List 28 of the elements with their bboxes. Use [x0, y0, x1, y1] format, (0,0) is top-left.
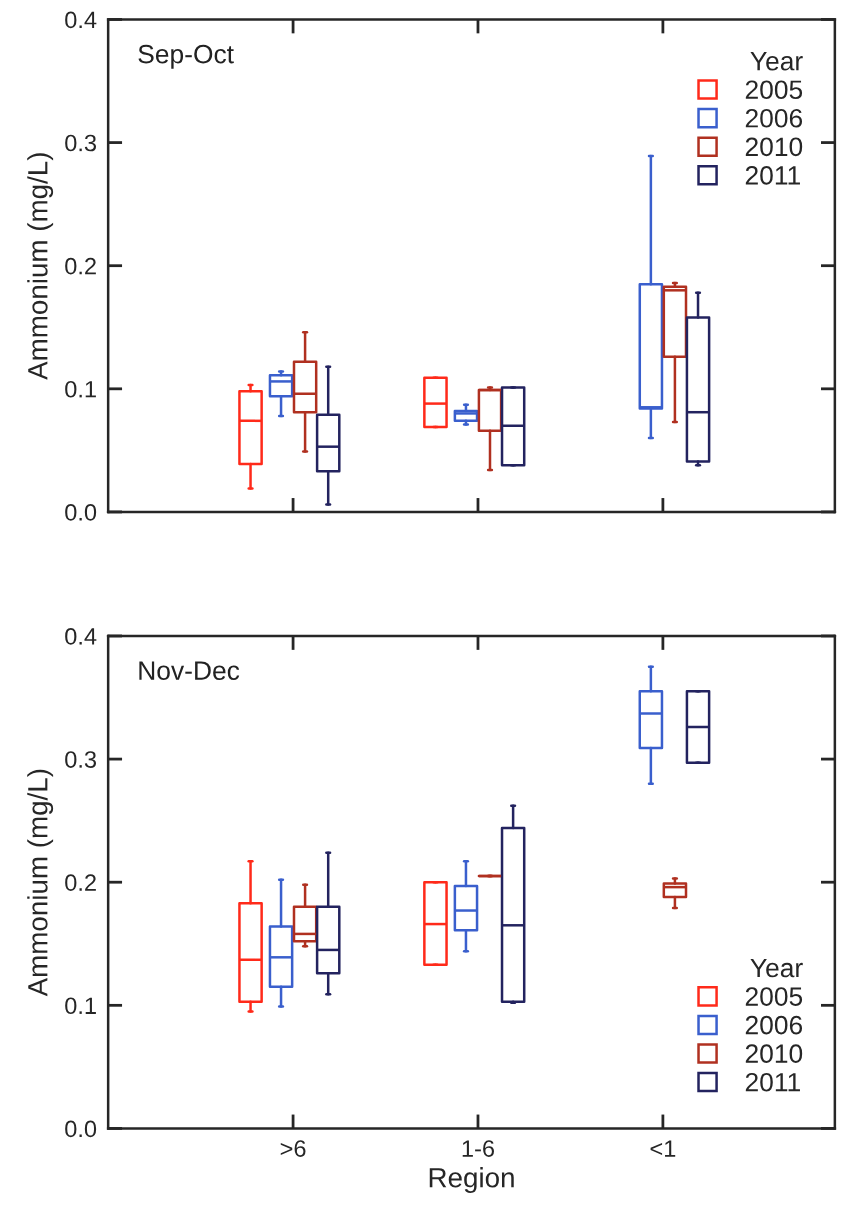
y-tick-label: 0.0: [65, 504, 97, 521]
y-tick-label: 0.2: [65, 257, 96, 275]
y-tick-label: 0.3: [65, 751, 97, 768]
legend-label: 2010: [745, 1044, 803, 1064]
legend-label: 2011: [745, 166, 800, 185]
x-tick-label: >6: [280, 1140, 306, 1157]
y-tick-label: 0.4: [65, 11, 97, 29]
legend-title: Year: [750, 958, 803, 978]
y-tick-label: 0.1: [65, 380, 96, 398]
y-tick-label: 0.0: [65, 1120, 97, 1138]
y-axis-title: Ammonium (mg/L): [27, 153, 54, 380]
y-tick-label: 0.2: [65, 874, 96, 891]
text: Sep-Oct: [138, 44, 234, 69]
x-tick-label: 1-6: [462, 1140, 495, 1157]
legend-label: 2005: [745, 987, 803, 1006]
legend-label: 2011: [745, 1072, 800, 1092]
x-axis-title: Region: [429, 1167, 514, 1194]
legend-label: 2010: [745, 137, 803, 157]
text: Nov-Dec: [139, 661, 240, 680]
y-tick-label: 0.3: [65, 134, 97, 152]
y-tick-label: 0.4: [65, 628, 97, 645]
y-axis-title: Ammonium (mg/L): [27, 769, 54, 997]
legend-title: Year: [750, 52, 803, 71]
legend-label: 2006: [745, 1015, 803, 1035]
x-tick-label: <1: [650, 1140, 676, 1157]
y-tick-label: 0.1: [65, 997, 96, 1015]
legend-label: 2006: [745, 108, 803, 128]
legend-label: 2005: [745, 80, 803, 100]
